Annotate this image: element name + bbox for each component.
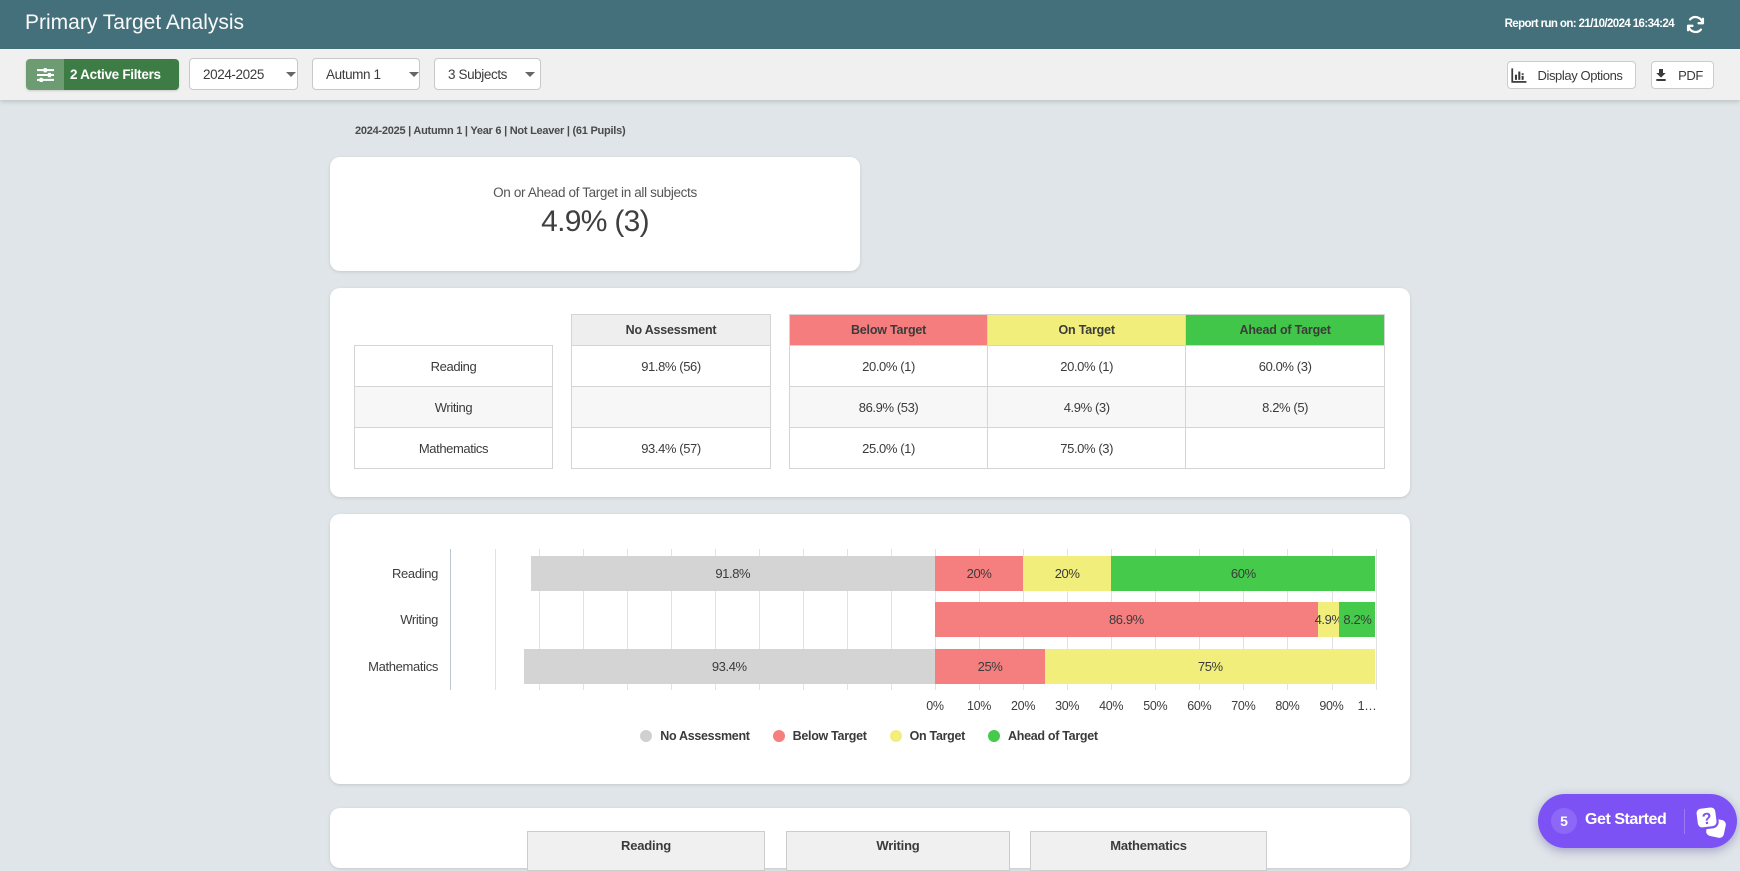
svg-text:?: ? <box>1701 810 1713 828</box>
